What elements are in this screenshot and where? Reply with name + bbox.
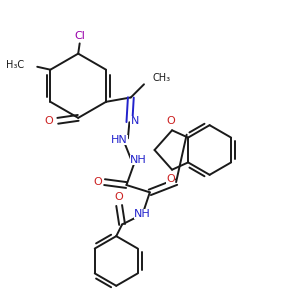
Text: CH₃: CH₃ (153, 74, 171, 83)
Text: NH: NH (130, 155, 146, 165)
Text: Cl: Cl (74, 31, 85, 41)
Text: O: O (166, 174, 175, 184)
Text: N: N (130, 116, 139, 126)
Text: O: O (166, 116, 175, 126)
Text: O: O (45, 116, 53, 126)
Text: O: O (115, 192, 124, 202)
Text: H₃C: H₃C (6, 60, 24, 70)
Text: HN: HN (111, 135, 128, 145)
Text: NH: NH (134, 209, 151, 219)
Text: O: O (93, 176, 102, 187)
